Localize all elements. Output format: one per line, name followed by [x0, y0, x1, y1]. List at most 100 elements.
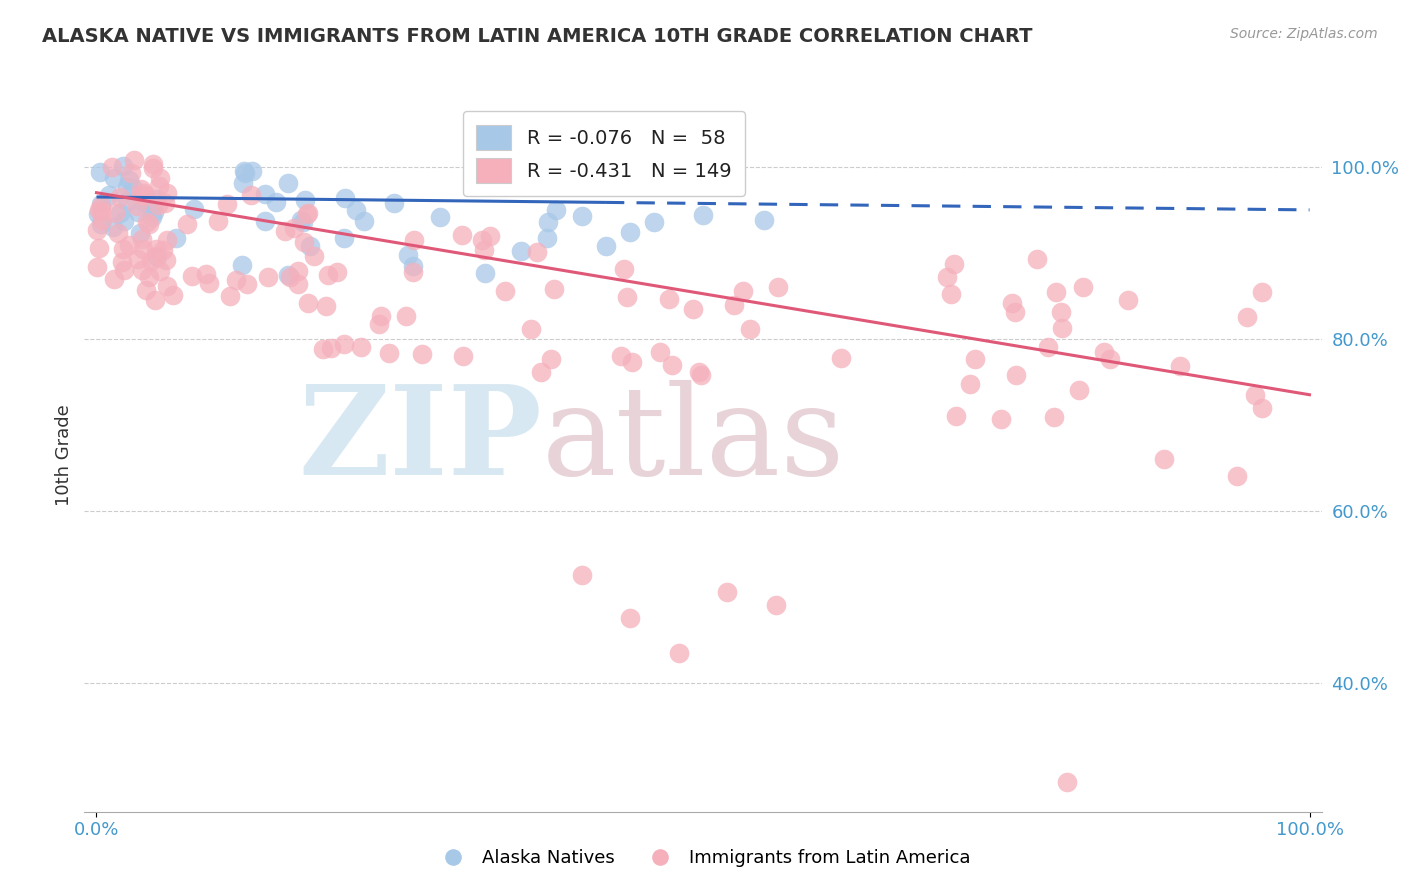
Point — [613, 261, 636, 276]
Point — [315, 299, 337, 313]
Point — [939, 287, 962, 301]
Point — [142, 161, 165, 175]
Point — [239, 187, 262, 202]
Point — [103, 171, 125, 186]
Point — [619, 611, 641, 625]
Point — [692, 208, 714, 222]
Point — [254, 186, 277, 201]
Point — [149, 170, 172, 185]
Point — [312, 343, 335, 357]
Point — [148, 197, 170, 211]
Point — [1251, 401, 1274, 415]
Point — [287, 264, 309, 278]
Point — [111, 255, 134, 269]
Point — [451, 228, 474, 243]
Point — [287, 277, 309, 291]
Point — [134, 186, 156, 200]
Point — [156, 233, 179, 247]
Point — [86, 260, 108, 274]
Point — [233, 163, 256, 178]
Point — [537, 215, 560, 229]
Point — [1045, 285, 1067, 300]
Point — [292, 215, 315, 229]
Point — [830, 351, 852, 365]
Point — [257, 270, 280, 285]
Point — [571, 568, 593, 582]
Point — [1050, 320, 1073, 334]
Point — [292, 235, 315, 249]
Point — [765, 599, 787, 613]
Point — [101, 219, 124, 234]
Point — [1025, 252, 1047, 266]
Point — [135, 189, 157, 203]
Point — [682, 302, 704, 317]
Point — [162, 288, 184, 302]
Point — [146, 250, 169, 264]
Point — [690, 368, 713, 383]
Point — [474, 266, 496, 280]
Point — [111, 242, 134, 256]
Point — [304, 249, 326, 263]
Point — [959, 376, 981, 391]
Point — [127, 205, 149, 219]
Point — [132, 190, 155, 204]
Point — [752, 212, 775, 227]
Point — [197, 276, 219, 290]
Point — [118, 238, 141, 252]
Point — [122, 180, 145, 194]
Point — [402, 233, 425, 247]
Point — [145, 249, 167, 263]
Point — [89, 165, 111, 179]
Point — [215, 196, 238, 211]
Point — [297, 296, 319, 310]
Point — [367, 318, 389, 332]
Point — [225, 273, 247, 287]
Point — [526, 245, 548, 260]
Point — [236, 277, 259, 291]
Point — [1099, 352, 1122, 367]
Point — [145, 242, 167, 256]
Point — [112, 159, 135, 173]
Point — [136, 214, 159, 228]
Point — [290, 213, 312, 227]
Point — [107, 226, 129, 240]
Point — [103, 271, 125, 285]
Point — [90, 197, 112, 211]
Point — [335, 191, 357, 205]
Point — [233, 165, 256, 179]
Point — [536, 231, 558, 245]
Point — [768, 280, 790, 294]
Point — [90, 199, 112, 213]
Point — [333, 231, 356, 245]
Point — [965, 351, 987, 366]
Point — [108, 206, 131, 220]
Point — [344, 202, 367, 217]
Point — [935, 270, 957, 285]
Point — [131, 263, 153, 277]
Point — [1056, 774, 1078, 789]
Point — [945, 409, 967, 424]
Point — [616, 290, 638, 304]
Point — [143, 205, 166, 219]
Point — [240, 164, 263, 178]
Y-axis label: 10th Grade: 10th Grade — [55, 404, 73, 506]
Point — [1092, 345, 1115, 359]
Point — [294, 193, 316, 207]
Point — [134, 196, 156, 211]
Point — [104, 205, 127, 219]
Point — [1004, 305, 1026, 319]
Point — [155, 253, 177, 268]
Point — [1244, 388, 1267, 402]
Point — [723, 298, 745, 312]
Point — [543, 282, 565, 296]
Point — [91, 212, 114, 227]
Point — [143, 293, 166, 308]
Point — [520, 322, 543, 336]
Point — [643, 215, 665, 229]
Point — [942, 257, 965, 271]
Text: ALASKA NATIVE VS IMMIGRANTS FROM LATIN AMERICA 10TH GRADE CORRELATION CHART: ALASKA NATIVE VS IMMIGRANTS FROM LATIN A… — [42, 27, 1032, 45]
Point — [595, 238, 617, 252]
Point — [1226, 469, 1249, 483]
Point — [1153, 452, 1175, 467]
Point — [530, 365, 553, 379]
